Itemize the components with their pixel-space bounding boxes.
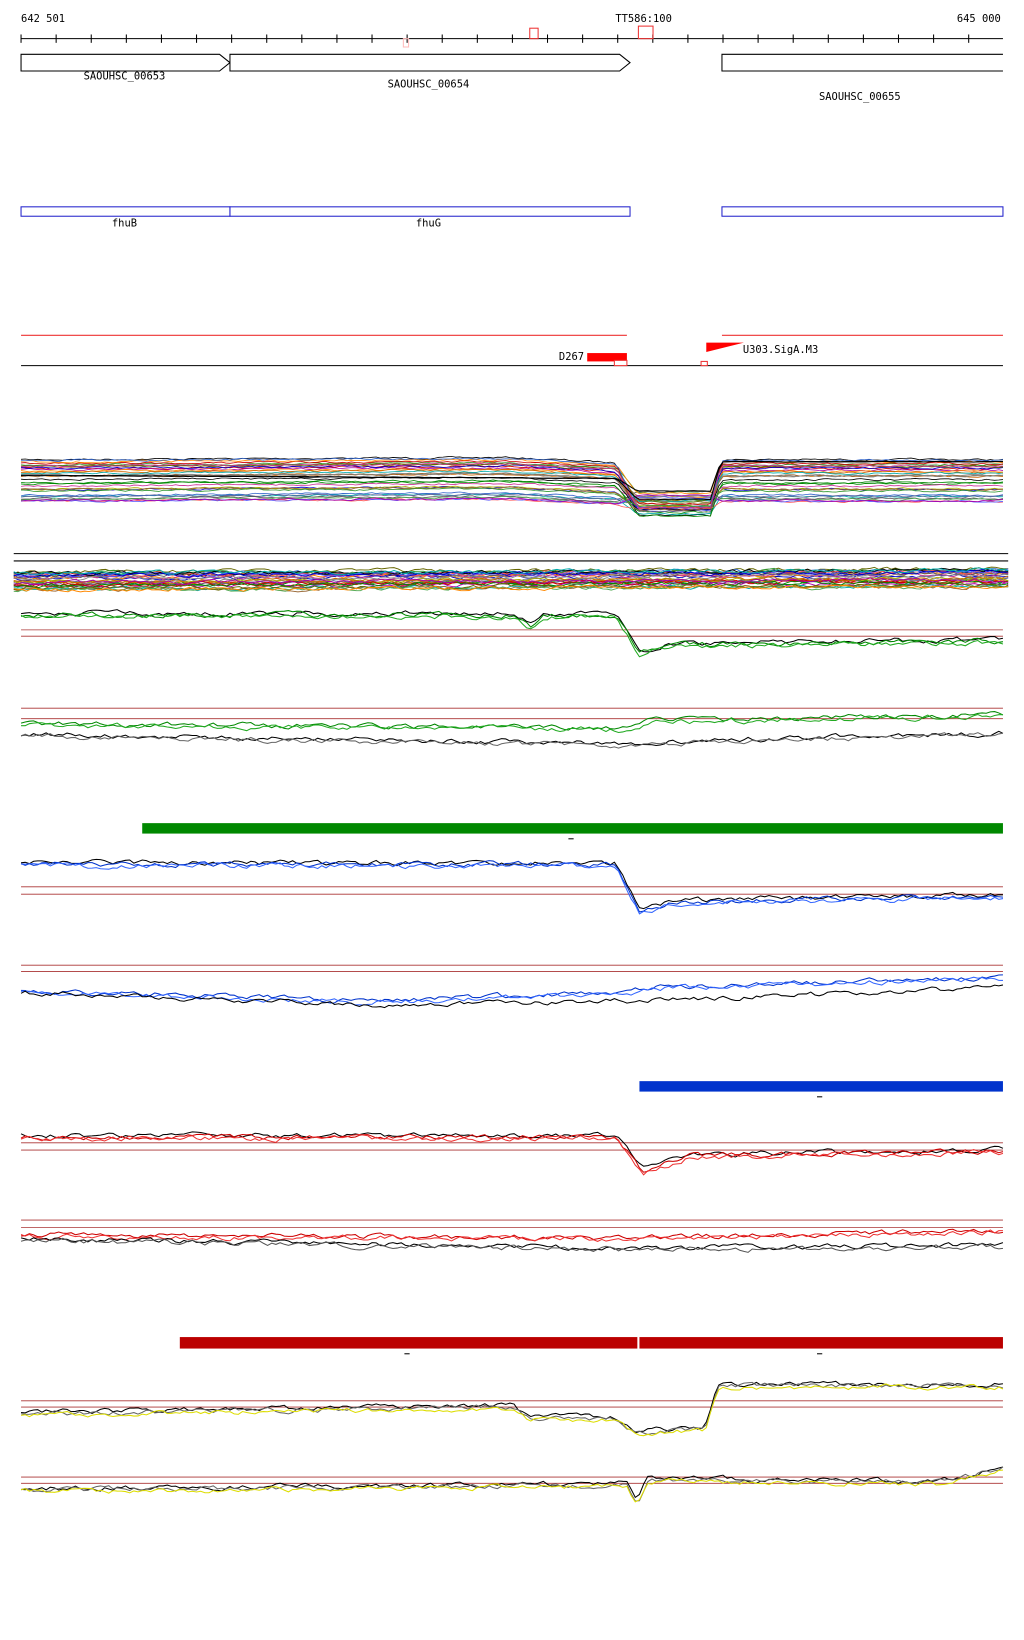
signal-trace [21,974,1003,1004]
signal-trace [21,460,1003,500]
gene-arrow [20,53,231,72]
signal-trace [21,457,1004,509]
segment-bar [639,1081,1003,1092]
element-label: D267 [559,351,584,363]
signal-trace [20,462,1003,509]
signal-trace [20,1381,1004,1436]
element-box [700,360,708,367]
signal-trace [20,493,1003,501]
feature-box [20,206,231,217]
signal-trace [20,1380,1004,1434]
signal-trace [21,472,1004,498]
signal-trace [20,1383,1004,1437]
signal-trace [20,1133,1004,1176]
gene-label: SAOUHSC_00653 [84,70,166,82]
signal-trace [21,460,1004,506]
ruler-end: 645 000 [957,13,1001,25]
signal-trace [13,567,1009,576]
dash-marks [404,838,823,1355]
element-bar [587,353,627,362]
signal-trace [21,494,1003,505]
element-box [613,359,628,367]
signal-trace [21,487,1004,508]
segment-bar [179,1337,638,1349]
gene-label: SAOUHSC_00655 [819,91,901,103]
signal-trace [20,496,1003,505]
ruler-marker: TT586:100 [615,13,672,25]
element-flag [706,342,744,353]
signal-trace [13,572,1009,581]
signal-trace [20,711,1004,731]
signal-trace [21,496,1003,504]
signal-trace [20,1237,1004,1251]
signal-trace [21,862,1004,915]
signal-trace [20,984,1004,1009]
signal-trace [20,730,1004,747]
segment-bar [639,1337,1003,1349]
signal-trace [21,470,1003,503]
signal-trace [21,976,1003,1006]
feature-box [229,206,631,217]
segment-bar [142,823,1003,834]
signal-tracks [13,455,1009,1503]
gene-arrow [721,53,1003,72]
signal-trace [21,713,1003,733]
signal-trace [20,1469,1003,1503]
feature-label: fhuG [416,218,441,230]
signal-trace [20,491,1004,508]
feature-label: fhuB [112,218,137,230]
signal-trace [20,1466,1004,1502]
signal-trace [20,1229,1003,1242]
marker-box [637,25,654,40]
marker-box [529,27,539,40]
signal-trace [13,568,1009,578]
signal-trace [13,575,1009,585]
signal-trace [21,468,1003,509]
signal-trace [21,479,1004,517]
gene-arrow [229,53,631,72]
ruler-start: 642 501 [21,13,65,25]
marker-box [402,38,410,48]
signal-trace [13,584,1009,593]
signal-trace [20,860,1003,913]
signal-trace [20,613,1004,658]
signal-trace [20,732,1004,749]
feature-box [721,206,1004,217]
signal-trace [13,577,1009,586]
gene-label: SAOUHSC_00654 [388,79,470,91]
element-label: U303.SigA.M3 [743,344,818,356]
signal-trace [21,465,1004,509]
signal-trace [20,482,1004,503]
signal-trace [20,1237,1004,1253]
